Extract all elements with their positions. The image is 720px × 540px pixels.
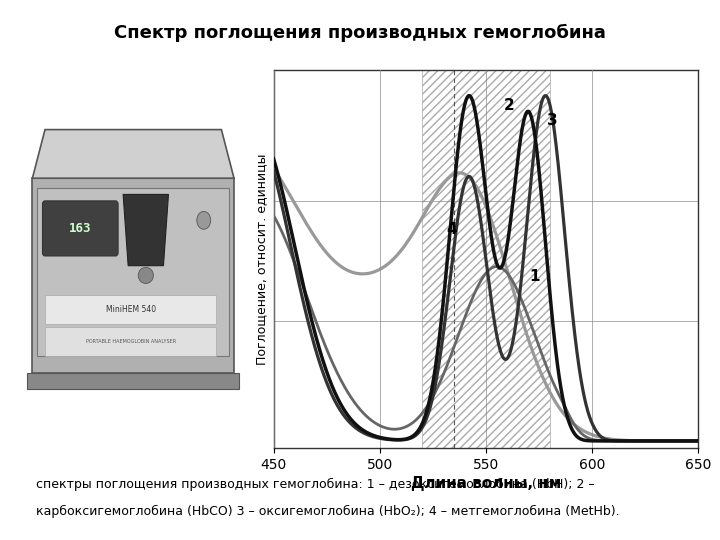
Ellipse shape <box>197 211 211 229</box>
Y-axis label: Поглощение, относит. единицы: Поглощение, относит. единицы <box>255 153 268 365</box>
Text: 4: 4 <box>446 222 457 237</box>
Bar <box>45 327 217 356</box>
Text: 2: 2 <box>504 98 515 113</box>
Polygon shape <box>123 194 168 266</box>
Text: MiniHEM 540: MiniHEM 540 <box>106 305 156 314</box>
FancyBboxPatch shape <box>42 201 118 256</box>
X-axis label: Длина волны, нм: Длина волны, нм <box>411 476 561 491</box>
Bar <box>45 295 217 324</box>
Polygon shape <box>37 188 229 356</box>
Text: Спектр поглощения производных гемоглобина: Спектр поглощения производных гемоглобин… <box>114 24 606 43</box>
Polygon shape <box>27 373 239 389</box>
Bar <box>422 41 549 459</box>
Text: 163: 163 <box>69 222 91 235</box>
Text: 3: 3 <box>546 113 557 128</box>
Polygon shape <box>32 178 234 373</box>
Text: карбоксигемоглобина (HbCO) 3 – оксигемоглобина (HbO₂); 4 – метгемоглобина (MetHb: карбоксигемоглобина (HbCO) 3 – оксигемог… <box>36 505 620 518</box>
Polygon shape <box>32 130 234 178</box>
Text: 1: 1 <box>530 269 540 284</box>
Ellipse shape <box>138 267 153 284</box>
Text: PORTABLE HAEMOGLOBIN ANALYSER: PORTABLE HAEMOGLOBIN ANALYSER <box>86 339 176 345</box>
Text: спектры поглощения производных гемоглобина: 1 – дезоксигемоглобина (HbH); 2 –: спектры поглощения производных гемоглоби… <box>36 478 595 491</box>
